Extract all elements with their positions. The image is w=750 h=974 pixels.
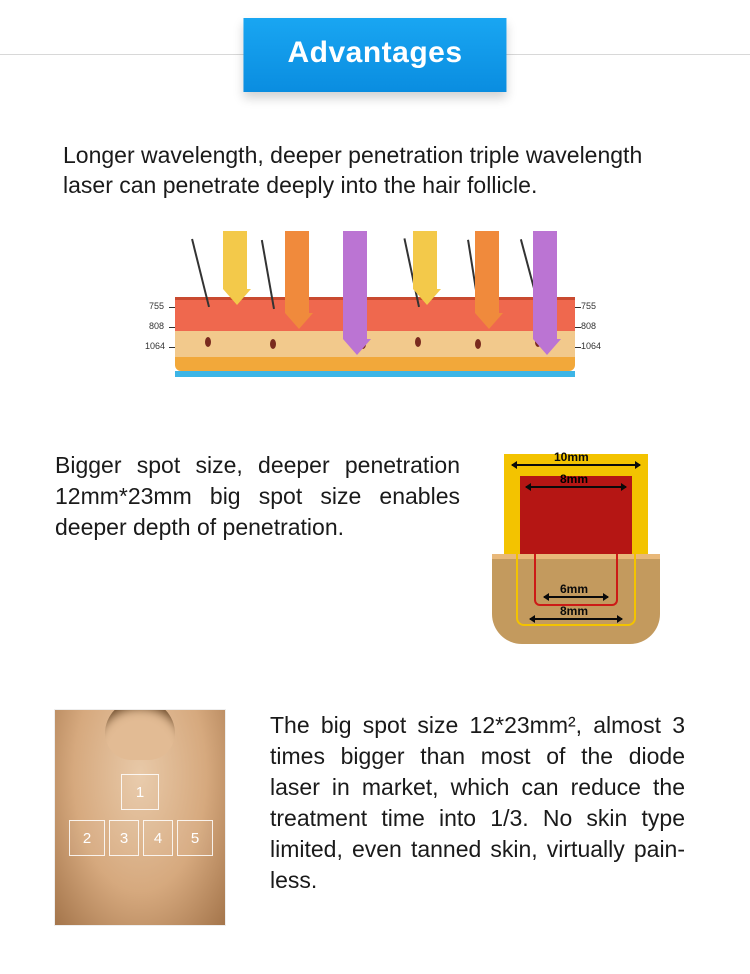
zone-3-label: 3 (120, 830, 128, 847)
dim-label-8mm-depth: 8mm (560, 604, 588, 618)
wavelength-label-1064-left: 1064 (145, 341, 165, 351)
hair-follicle (270, 339, 276, 349)
dim-label-10mm: 10mm (554, 450, 589, 464)
spot-size-diagram: 10mm 8mm 6mm 8mm (490, 450, 660, 650)
wavelength-arrow-1064 (343, 231, 367, 355)
advantage-1: Longer wavelength, deeper penetration tr… (63, 140, 687, 399)
wavelength-arrow-808 (285, 231, 309, 329)
advantage-2: Bigger spot size, deeper penetra­tion 12… (55, 450, 695, 650)
skin-layer-fat (175, 357, 575, 371)
skin-layer-base (175, 371, 575, 377)
tick (575, 307, 581, 308)
wavelength-arrow-755 (413, 231, 437, 305)
zone-4-label: 4 (154, 830, 162, 847)
advantage-3-text: The big spot size 12*23mm², almost 3 tim… (270, 710, 685, 925)
zone-5: 5 (177, 820, 213, 856)
wavelength-arrow-1064 (533, 231, 557, 355)
dim-label-6mm: 6mm (560, 582, 588, 596)
banner-title: Advantages (287, 36, 462, 69)
advantage-1-text: Longer wavelength, deeper penetration tr… (63, 140, 687, 201)
zone-3: 3 (109, 820, 139, 856)
dim-arrow-6mm (544, 596, 608, 598)
dim-arrow-10mm (512, 464, 640, 466)
zone-5-label: 5 (191, 830, 199, 847)
zone-4: 4 (143, 820, 173, 856)
wavelength-label-808-left: 808 (149, 321, 164, 331)
tick (575, 327, 581, 328)
advantage-3: 1 2 3 4 5 The big spot size 12*23mm², al… (55, 710, 695, 925)
dim-arrow-8mm (526, 486, 626, 488)
skin-layer-dermis (175, 331, 575, 357)
tick (575, 347, 581, 348)
wavelength-label-808-right: 808 (581, 321, 596, 331)
spot-inner-rect (520, 476, 632, 554)
wavelength-arrow-755 (223, 231, 247, 305)
zone-1-label: 1 (136, 784, 144, 801)
advantage-2-text: Bigger spot size, deeper penetra­tion 12… (55, 450, 460, 650)
wavelength-label-755-right: 755 (581, 301, 596, 311)
head-shape (105, 710, 175, 760)
hair-follicle (415, 337, 421, 347)
hair-follicle (205, 337, 211, 347)
zone-2-label: 2 (83, 830, 91, 847)
back-zones-image: 1 2 3 4 5 (55, 710, 225, 925)
zone-2: 2 (69, 820, 105, 856)
wavelength-diagram: 755 808 1064 755 808 1064 (115, 219, 635, 399)
dim-arrow-8mm-depth (530, 618, 622, 620)
section-heading-banner: Advantages (243, 18, 506, 92)
dim-label-8mm: 8mm (560, 472, 588, 486)
wavelength-label-755-left: 755 (149, 301, 164, 311)
zone-1: 1 (121, 774, 159, 810)
wavelength-label-1064-right: 1064 (581, 341, 601, 351)
hair-follicle (475, 339, 481, 349)
wavelength-arrow-808 (475, 231, 499, 329)
